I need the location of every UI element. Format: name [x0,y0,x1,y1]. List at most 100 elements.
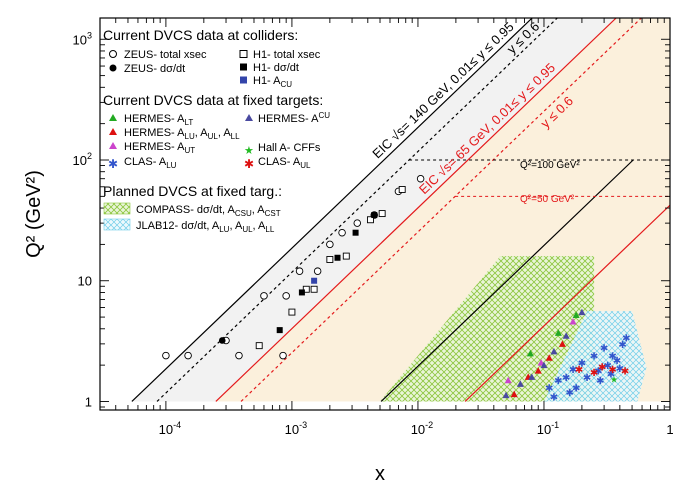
point-triangle-blue-4 [550,347,558,355]
point-open-circle-1 [184,351,192,360]
point-triangle-blue-6 [578,308,586,316]
point-triangle-red-3 [545,354,553,361]
point-triangle-green-2 [572,311,580,319]
eic140-y001-line [380,159,634,402]
y-tick-label: 10 [78,274,92,289]
legend-swatch-compass [103,202,131,215]
legend-clas-aul: CLAS- AUL [258,156,311,170]
point-star-red-1: ✱ [590,368,598,379]
x-tick-label: 1 [666,422,673,437]
point-filled-square-blue-0 [311,277,318,284]
x-tick-label: 10-2 [411,420,433,437]
legend-h1-xsec: H1- total xsec [253,49,321,61]
point-triangle-magenta-0 [504,376,512,384]
point-filled-circle-0 [218,337,226,344]
point-star-blue-7: ✱ [608,352,616,363]
point-open-square-0 [255,342,263,350]
jlab12-region [544,311,647,402]
point-star-blue-9: ✱ [622,333,630,344]
point-open-circle-0 [162,351,170,360]
legend-planned-header: Planned DVCS at fixed targ.: [103,183,282,199]
y-axis-label: Q² (GeV²) [23,170,45,258]
point-star-red-3: ✱ [608,365,616,376]
point-star-blue-1: ✱ [554,376,562,387]
point-open-circle-3 [235,351,243,360]
legend-marker-halla: ★ [244,144,254,157]
point-open-square-7 [378,210,386,218]
plot-frame [99,17,671,411]
q2-100-label: Q²=100 GeV² [520,160,580,171]
point-triangle-blue-0 [502,391,510,399]
legend-compass: COMPASS- dσ/dt, ACSU, ACST [136,204,281,218]
legend-marker-h1-acu [240,76,247,84]
point-triangle-magenta-2 [569,317,577,325]
point-filled-square-4 [371,212,378,219]
legend-zeus-dsdt: ZEUS- dσ/dt [124,63,185,75]
x-tick-label: 10-4 [159,420,181,437]
point-filled-square-1 [298,289,305,296]
legend: Current DVCS data at colliders: ZEUS- to… [103,27,330,234]
point-triangle-blue-2 [528,373,536,380]
legend-fixed-header: Current DVCS data at fixed targets: [103,92,323,108]
point-star-blue-18: ✱ [607,370,615,381]
legend-marker-zeus-dsdt [109,64,117,72]
legend-marker-hermes-acu [245,114,253,121]
point-filled-square-2 [334,254,341,261]
point-star-blue-13: ✱ [603,361,611,372]
legend-colliders-header: Current DVCS data at colliders: [103,27,298,43]
point-star-blue-8: ✱ [618,340,626,351]
point-triangle-red-4 [558,340,566,347]
point-open-circle-9 [338,228,346,237]
point-open-square-8 [398,186,406,193]
legend-hermes-alu: HERMES- ALU, AUL, ALL [124,127,240,141]
legend-marker-zeus-xsec [109,50,117,58]
point-open-circle-6 [295,267,304,275]
legend-marker-h1-xsec [239,50,248,58]
legend-clas-alu: CLAS- ALU [124,156,177,170]
y-tick-label: 1 [85,394,92,409]
point-filled-square-0 [276,327,283,334]
point-triangle-red-2 [534,367,542,374]
y-tick-label: 103 [73,30,92,47]
x-axis-label: x [375,463,385,485]
legend-marker-h1-dsdt [240,63,247,71]
point-star-blue-10: ✱ [572,384,580,395]
point-open-square-2 [302,285,310,293]
point-open-circle-10 [353,219,362,227]
point-triangle-green-0 [526,349,534,357]
legend-h1-acu: H1- ACU [253,75,292,89]
point-triangle-blue-3 [540,361,548,369]
point-triangle-blue-5 [562,332,570,339]
x-tick-label: 10-3 [285,420,307,437]
point-open-circle-8 [326,240,334,249]
point-star-blue-11: ✱ [583,373,591,384]
point-star-blue-4: ✱ [578,359,586,370]
legend-marker-hermes-alt [109,114,117,121]
legend-hermes-aut: HERMES- AUT [124,141,195,155]
eic140-y095-line [131,18,533,402]
point-triangle-green-1 [554,329,562,336]
point-open-circle-7 [313,267,322,275]
point-star-blue-12: ✱ [594,367,602,378]
point-star-green-0: ★ [610,375,618,385]
legend-hermes-acu: HERMES- ACU [258,111,330,125]
legend-swatch-jlab12 [103,218,131,231]
y-tick-label: 102 [73,151,92,168]
point-open-circle-5 [282,292,290,300]
point-open-circle-13 [416,174,425,183]
legend-h1-dsdt: H1- dσ/dt [253,62,299,74]
point-star-red-2: ✱ [598,362,606,373]
point-open-square-4 [326,256,334,263]
point-star-blue-2: ✱ [562,373,570,384]
point-filled-square-3 [352,229,359,236]
point-open-square-5 [342,252,350,260]
point-star-blue-5: ✱ [590,352,598,363]
eic65-y095-line [215,18,617,402]
legend-marker-hermes-aut [109,142,117,149]
q2-50-label: Q²=50 GeV² [520,194,575,205]
legend-hermes-alt: HERMES- ALT [124,113,193,127]
point-triangle-red-0 [510,390,518,398]
legend-marker-clas-alu: ✱ [108,157,118,171]
plot-area: ★✱✱ ✱✱✱✱✱✱✱✱✱✱✱✱ ✱✱ ✱✱✱✱✱ ✱✱ ✱ ✱ [131,18,670,403]
